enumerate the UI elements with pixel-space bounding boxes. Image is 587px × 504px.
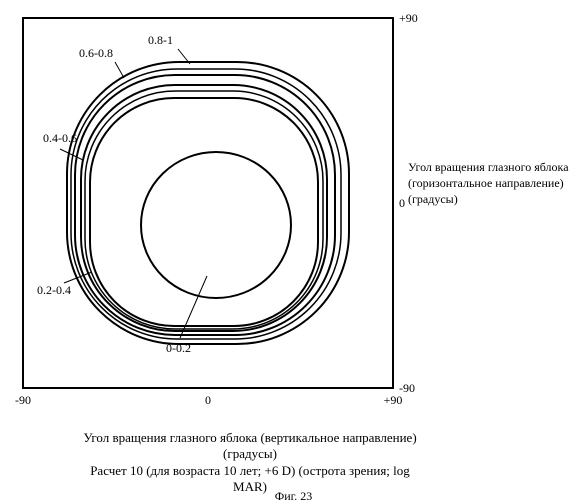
band-label: 0.6-0.8: [79, 46, 113, 60]
contour-plot: 0.8-10.6-0.80.4-0.60.2-0.40-0.2 -900+90-…: [0, 0, 587, 420]
figure-wrap: { "type": "contour-diagram", "dimensions…: [0, 0, 587, 500]
x-tick-label: +90: [384, 393, 403, 407]
y-tick-label: +90: [399, 11, 418, 25]
x-axis-caption-line1: Угол вращения глазного яблока (вертикаль…: [83, 430, 416, 461]
y-axis-caption-line2: (горизонтальное направление): [408, 176, 564, 190]
y-axis-caption-line1: Угол вращения глазного яблока: [408, 160, 569, 174]
y-tick-label: 0: [399, 196, 405, 210]
y-tick-label: -90: [399, 381, 415, 395]
band-label: 0-0.2: [166, 341, 191, 355]
band-label: 0.4-0.6: [43, 131, 77, 145]
x-tick-label: 0: [205, 393, 211, 407]
y-axis-caption-line3: (градусы): [408, 192, 458, 206]
y-axis-caption: Угол вращения глазного яблока (горизонта…: [408, 159, 583, 208]
x-axis-caption: Угол вращения глазного яблока (вертикаль…: [80, 430, 420, 495]
band-label: 0.2-0.4: [37, 283, 71, 297]
figure-caption: Фиг. 23: [0, 489, 587, 504]
plot-box: [23, 18, 393, 388]
x-tick-label: -90: [15, 393, 31, 407]
band-label: 0.8-1: [148, 33, 173, 47]
